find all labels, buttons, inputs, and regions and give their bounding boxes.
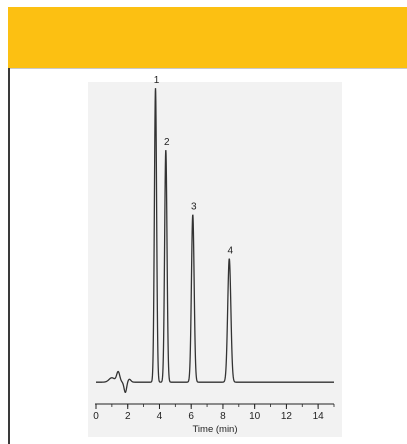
x-tick-label: 4 <box>157 411 163 422</box>
frame-top-rule <box>8 68 407 69</box>
x-tick-label: 0 <box>93 411 99 422</box>
plot-panel <box>88 82 342 437</box>
peak-labels: 1 2 3 4 <box>154 75 234 257</box>
frame-left-rule <box>8 68 10 444</box>
x-tick-label: 8 <box>220 411 226 422</box>
peak-label-2: 2 <box>164 137 170 148</box>
x-axis-ticks: 0 2 4 6 8 10 12 14 <box>93 404 335 422</box>
x-tick-label: 6 <box>188 411 194 422</box>
x-tick-label: 14 <box>313 411 325 422</box>
header-banner <box>8 7 407 68</box>
chromatogram-trace <box>96 88 334 393</box>
x-tick-label: 2 <box>125 411 131 422</box>
peak-label-3: 3 <box>191 202 197 213</box>
peak-label-1: 1 <box>154 75 160 86</box>
x-axis-title: Time (min) <box>192 424 237 435</box>
x-tick-label: 10 <box>249 411 261 422</box>
peak-label-4: 4 <box>227 246 233 257</box>
x-tick-label: 12 <box>281 411 293 422</box>
